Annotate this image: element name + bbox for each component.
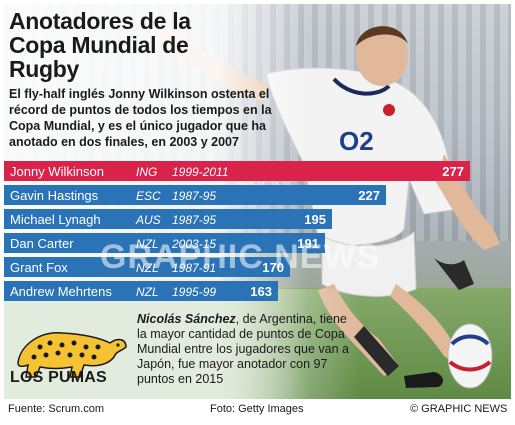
bar-label-name: Jonny Wilkinson [10,164,104,179]
bar-label-years: 1987-95 [172,213,216,227]
bar-value-label: 191 [297,236,319,251]
footer-photo-credit: Foto: Getty Images [210,403,304,415]
bar-label-years: 1999-2011 [172,165,229,179]
bar-label-years: 1987-91 [172,261,216,275]
pumas-jaguar-icon [17,332,127,378]
bar-label-name: Gavin Hastings [10,188,99,203]
scorers-bar-chart: Jonny Wilkinson ING 1999-2011 277 Gavin Hast… [4,161,470,301]
footer-copyright: © GRAPHIC NEWS [410,403,508,415]
bar-michael-lynagh [4,209,332,229]
bar-value-label: 277 [442,164,464,179]
bar-label-country: ING [136,165,157,179]
bar-andrew-mehrtens [4,281,278,301]
pumas-note-text: , de Argentina, tiene la mayor cantidad … [137,312,349,386]
bar-value-label: 227 [358,188,380,203]
bar-dan-carter [4,233,325,253]
bar-label-years: 1995-99 [172,285,216,299]
shirt-sponsor: O2 [339,126,374,156]
bar-value-label: 163 [250,284,272,299]
bar-label-country: NZL [136,285,159,299]
bar-value-label: 170 [262,260,284,275]
bar-label-name: Dan Carter [10,236,74,251]
bar-label-name: Grant Fox [10,260,68,275]
bar-label-country: AUS [135,213,161,227]
pumas-player-name: Nicolás Sánchez [137,312,236,326]
footer [0,399,515,425]
footer-source: Fuente: Scrum.com [8,403,104,415]
intro-text: El fly-half inglés Jonny Wilkinson osten… [9,87,272,149]
bar-gavin-hastings [4,185,386,205]
bar-label-country: NZL [136,237,159,251]
bar-label-years: 2003-15 [171,237,216,251]
bar-label-name: Andrew Mehrtens [10,284,112,299]
watermark: GRAPHIC NEWS [100,238,381,276]
bar-label-country: NZL [136,261,159,275]
bar-jonny-wilkinson [4,161,470,181]
bar-value-label: 195 [304,212,326,227]
page-title: Anotadores de la Copa Mundial de Rugby [9,8,191,82]
bar-label-country: ESC [136,189,161,203]
bar-grant-fox [4,257,290,277]
pumas-label: LOS PUMAS [10,369,107,386]
bar-label-name: Michael Lynagh [10,212,101,227]
bar-label-years: 1987-95 [172,189,216,203]
pumas-note: Nicolás Sánchez, de Argentina, tiene la … [137,312,352,387]
